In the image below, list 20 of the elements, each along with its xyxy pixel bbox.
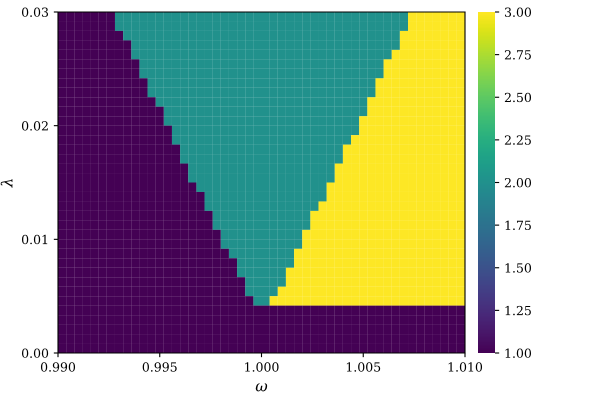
y-tick-label: 0.00 <box>22 348 48 358</box>
color-bar-label: 1.25 <box>506 306 531 316</box>
color-bar-label: 3.00 <box>504 7 532 17</box>
color-bar-label: 2.25 <box>504 135 531 145</box>
color-bar-label: 2.50 <box>504 92 532 102</box>
y-axis-title: λ <box>0 179 12 188</box>
y-tick-label: 0.01 <box>22 234 48 244</box>
x-tick-label: 1.000 <box>245 362 279 372</box>
y-tick-label: 0.03 <box>22 7 48 17</box>
color-bar-label: 1.50 <box>506 263 532 273</box>
x-tick-label: 0.995 <box>142 362 177 372</box>
x-tick-label: 1.005 <box>346 362 380 372</box>
color-bar-label: 2.75 <box>504 50 531 60</box>
color-bar-label: 1.75 <box>506 220 531 230</box>
x-axis-title: ω <box>256 383 268 392</box>
x-tick-label: 1.010 <box>448 362 482 372</box>
y-tick-label: 0.02 <box>22 121 48 131</box>
color-bar-label: 2.00 <box>504 178 532 188</box>
x-tick-label: 0.990 <box>40 362 76 372</box>
color-bar-label: 1.00 <box>506 348 532 358</box>
